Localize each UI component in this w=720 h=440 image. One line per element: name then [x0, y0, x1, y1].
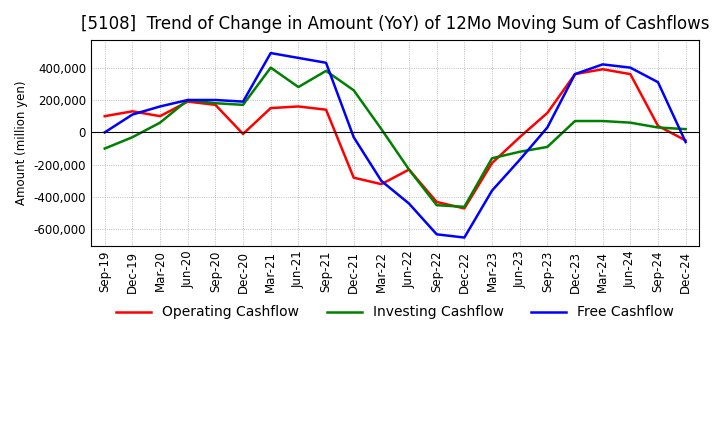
- Operating Cashflow: [516, 135, 524, 140]
- Operating Cashflow: [100, 114, 109, 119]
- Line: Operating Cashflow: Operating Cashflow: [104, 69, 685, 209]
- Operating Cashflow: [571, 71, 580, 77]
- Operating Cashflow: [654, 123, 662, 128]
- Operating Cashflow: [487, 161, 496, 166]
- Free Cashflow: [654, 80, 662, 85]
- Investing Cashflow: [571, 118, 580, 124]
- Free Cashflow: [626, 65, 634, 70]
- Operating Cashflow: [543, 110, 552, 116]
- Free Cashflow: [239, 99, 248, 104]
- Investing Cashflow: [211, 101, 220, 106]
- Investing Cashflow: [460, 204, 469, 209]
- Operating Cashflow: [266, 106, 275, 111]
- Operating Cashflow: [211, 102, 220, 107]
- Free Cashflow: [681, 139, 690, 145]
- Investing Cashflow: [598, 118, 607, 124]
- Investing Cashflow: [377, 126, 386, 132]
- Y-axis label: Amount (million yen): Amount (million yen): [15, 81, 28, 205]
- Investing Cashflow: [156, 120, 164, 125]
- Free Cashflow: [211, 97, 220, 103]
- Free Cashflow: [156, 104, 164, 109]
- Investing Cashflow: [654, 125, 662, 130]
- Free Cashflow: [543, 125, 552, 130]
- Operating Cashflow: [377, 182, 386, 187]
- Investing Cashflow: [322, 68, 330, 73]
- Operating Cashflow: [626, 71, 634, 77]
- Line: Free Cashflow: Free Cashflow: [104, 53, 685, 238]
- Free Cashflow: [294, 55, 302, 61]
- Operating Cashflow: [156, 114, 164, 119]
- Title: [5108]  Trend of Change in Amount (YoY) of 12Mo Moving Sum of Cashflows: [5108] Trend of Change in Amount (YoY) o…: [81, 15, 709, 33]
- Free Cashflow: [460, 235, 469, 240]
- Investing Cashflow: [487, 156, 496, 161]
- Investing Cashflow: [433, 202, 441, 208]
- Free Cashflow: [571, 71, 580, 77]
- Investing Cashflow: [543, 144, 552, 150]
- Operating Cashflow: [294, 104, 302, 109]
- Free Cashflow: [433, 232, 441, 237]
- Investing Cashflow: [266, 65, 275, 70]
- Investing Cashflow: [349, 88, 358, 93]
- Line: Investing Cashflow: Investing Cashflow: [104, 68, 685, 207]
- Free Cashflow: [487, 188, 496, 193]
- Free Cashflow: [377, 178, 386, 183]
- Free Cashflow: [100, 130, 109, 135]
- Investing Cashflow: [128, 135, 137, 140]
- Operating Cashflow: [433, 199, 441, 205]
- Operating Cashflow: [681, 138, 690, 143]
- Investing Cashflow: [294, 84, 302, 90]
- Operating Cashflow: [349, 175, 358, 180]
- Free Cashflow: [128, 112, 137, 117]
- Investing Cashflow: [516, 149, 524, 154]
- Operating Cashflow: [184, 99, 192, 104]
- Free Cashflow: [516, 157, 524, 162]
- Operating Cashflow: [405, 167, 413, 172]
- Operating Cashflow: [460, 206, 469, 211]
- Free Cashflow: [184, 97, 192, 103]
- Investing Cashflow: [626, 120, 634, 125]
- Free Cashflow: [349, 135, 358, 140]
- Investing Cashflow: [239, 102, 248, 107]
- Investing Cashflow: [681, 126, 690, 132]
- Free Cashflow: [405, 201, 413, 206]
- Free Cashflow: [266, 51, 275, 56]
- Free Cashflow: [598, 62, 607, 67]
- Operating Cashflow: [322, 107, 330, 112]
- Operating Cashflow: [128, 109, 137, 114]
- Operating Cashflow: [239, 131, 248, 136]
- Investing Cashflow: [184, 97, 192, 103]
- Investing Cashflow: [405, 167, 413, 172]
- Investing Cashflow: [100, 146, 109, 151]
- Free Cashflow: [322, 60, 330, 66]
- Operating Cashflow: [598, 66, 607, 72]
- Legend: Operating Cashflow, Investing Cashflow, Free Cashflow: Operating Cashflow, Investing Cashflow, …: [111, 300, 680, 325]
